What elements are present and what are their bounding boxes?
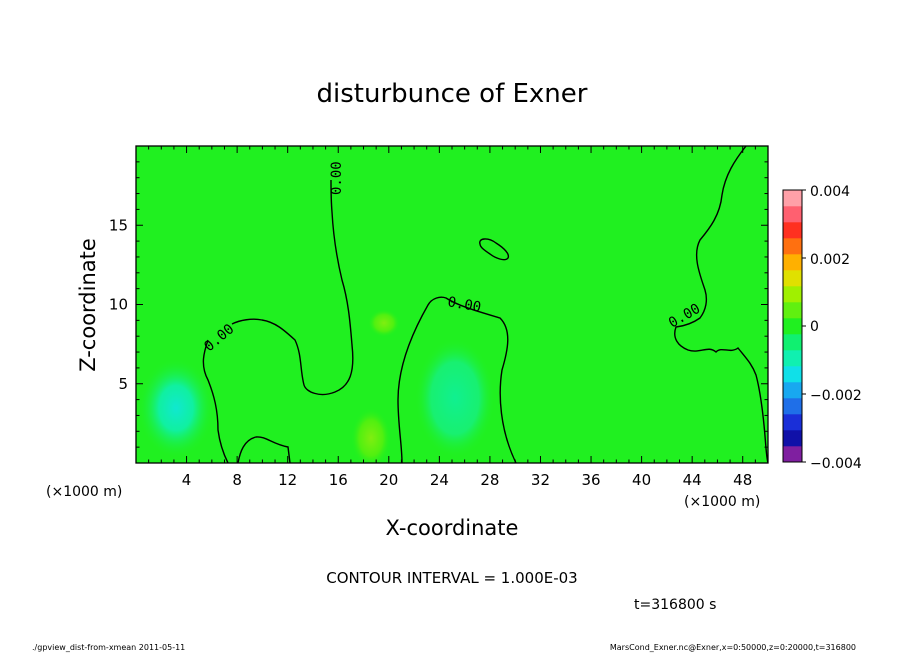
plot-area: 0.00 0.00 0.00 0.00 — [136, 146, 768, 463]
footer-left: ./gpview_dist-from-xmean 2011-05-11 — [32, 643, 185, 652]
x-tick-label: 16 — [329, 471, 348, 489]
y-tick-label: 5 — [118, 375, 128, 393]
contour-line-right — [674, 146, 768, 463]
colorbar — [783, 189, 806, 463]
x-tick-label: 20 — [379, 471, 398, 489]
colorbar-band — [783, 366, 802, 383]
colorbar-band — [783, 286, 802, 303]
x-tick-label: 44 — [683, 471, 702, 489]
anomaly-positive-mid — [368, 309, 400, 337]
contour-line-ring — [479, 238, 510, 261]
x-tick-label: 4 — [182, 471, 192, 489]
colorbar-label: −0.004 — [810, 456, 862, 472]
y-axis-label: Z-coordinate — [76, 238, 100, 372]
zero-contours — [202, 146, 768, 463]
contour-line-left — [202, 339, 229, 463]
colorbar-band — [783, 334, 802, 351]
colorbar-label: 0.002 — [810, 252, 850, 268]
y-axis-ticks: 5 10 15 — [109, 161, 768, 448]
colorbar-band — [783, 238, 802, 255]
colorbar-band — [783, 222, 802, 239]
y-tick-label: 15 — [109, 216, 128, 234]
x-tick-label: 40 — [632, 471, 651, 489]
colorbar-label: 0.004 — [810, 184, 850, 200]
x-tick-label: 12 — [278, 471, 297, 489]
colorbar-band — [783, 190, 802, 207]
contour-label: 0.00 — [329, 161, 345, 195]
chart-title: disturbunce of Exner — [317, 79, 588, 109]
colorbar-band — [783, 430, 802, 447]
footer-right: MarsCond_Exner.nc@Exner,x=0:50000,z=0:20… — [610, 643, 856, 652]
anomaly-positive-bottom — [351, 408, 391, 463]
contour-label: 0.00 — [446, 294, 482, 316]
colorbar-band — [783, 302, 802, 319]
x-tick-label: 28 — [480, 471, 499, 489]
colorbar-band — [783, 206, 802, 223]
x-tick-label: 8 — [232, 471, 242, 489]
colorbar-label: −0.002 — [810, 388, 862, 404]
colorbar-band — [783, 270, 802, 287]
anomaly-negative-left — [138, 358, 214, 458]
colorbar-band — [783, 398, 802, 415]
colorbar-band — [783, 318, 802, 335]
anomaly-negative-center — [415, 338, 495, 458]
colorbar-band — [783, 414, 802, 431]
x-tick-label: 48 — [733, 471, 752, 489]
contour-line-dome — [231, 179, 354, 396]
colorbar-label: 0 — [810, 319, 819, 335]
y-tick-label: 10 — [109, 296, 128, 314]
colorbar-band — [783, 254, 802, 271]
colorbar-band — [783, 382, 802, 399]
colorbar-frame — [782, 189, 803, 463]
x-axis-label: X-coordinate — [386, 516, 519, 540]
colorbar-band — [783, 446, 802, 463]
contour-line-bump — [237, 436, 291, 463]
contour-interval: CONTOUR INTERVAL = 1.000E-03 — [326, 569, 577, 587]
y-unit-right: (×1000 m) — [684, 494, 760, 510]
x-tick-label: 24 — [430, 471, 449, 489]
contour-line-center — [397, 296, 517, 463]
colorbar-band — [783, 350, 802, 367]
x-tick-label: 36 — [581, 471, 600, 489]
x-unit-left: (×1000 m) — [46, 484, 122, 500]
x-tick-label: 32 — [531, 471, 550, 489]
x-axis-ticks: 4 8 12 16 20 24 28 32 36 40 44 48 — [148, 146, 756, 489]
time-label: t=316800 s — [634, 597, 716, 613]
colorbar-labels: 0.004 0.002 0 −0.002 −0.004 — [810, 184, 862, 472]
